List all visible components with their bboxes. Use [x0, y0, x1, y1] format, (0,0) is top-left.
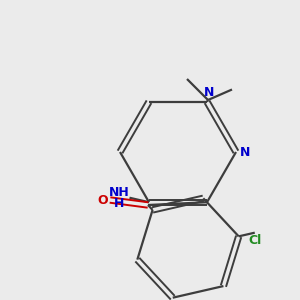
Text: Cl: Cl [248, 234, 261, 247]
Text: O: O [97, 194, 108, 206]
Text: H: H [114, 197, 124, 210]
Text: N: N [203, 85, 214, 98]
Text: N: N [240, 146, 250, 158]
Text: NH: NH [109, 186, 129, 199]
